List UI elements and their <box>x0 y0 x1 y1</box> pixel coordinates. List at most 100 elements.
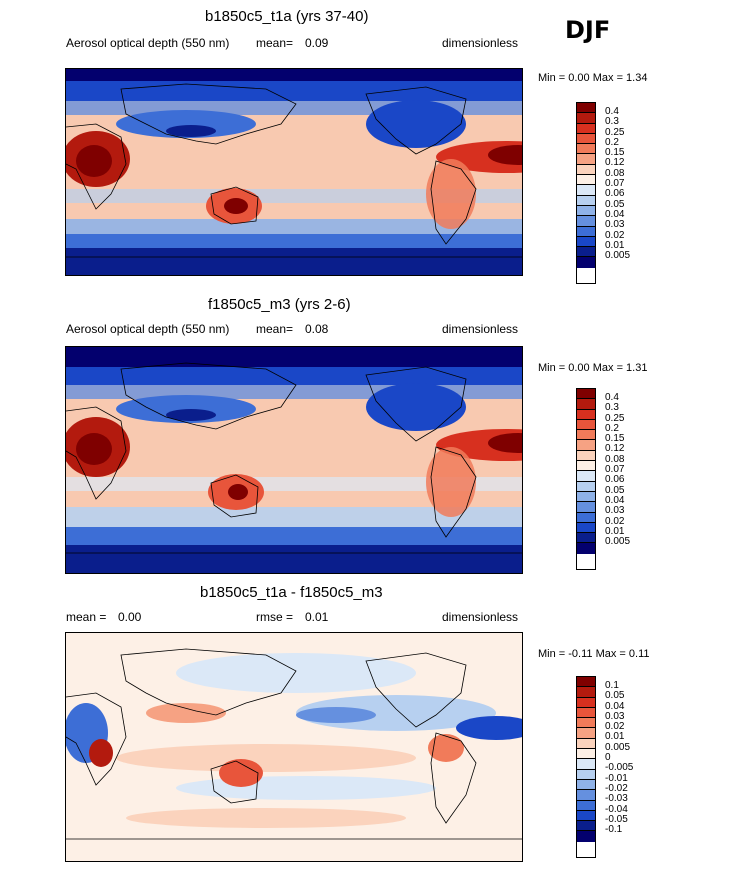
colorbar-label: 0.06 <box>605 474 625 486</box>
panel2-swatch <box>577 471 595 482</box>
colorbar-label: 0.08 <box>605 453 625 465</box>
panel2-swatch <box>577 399 595 410</box>
colorbar-label: 0.02 <box>605 721 625 733</box>
panel3-swatch <box>577 697 595 708</box>
panel2-swatch <box>577 419 595 431</box>
panel2-swatch <box>577 481 595 492</box>
panel2-mean-label: mean= <box>256 322 294 336</box>
panel1-colorbar-labels: 0.4 0.3 0.25 0.2 0.15 0.12 0.08 0.07 0.0… <box>605 106 631 262</box>
panel1-units: dimensionless <box>442 36 519 50</box>
panel3-map-svg <box>66 633 522 861</box>
season-label: DJF <box>565 16 611 44</box>
colorbar-label: 0.05 <box>605 484 625 496</box>
panel2-swatch <box>577 389 595 400</box>
panel3-swatch <box>577 707 595 719</box>
panel1-swatch <box>577 195 595 206</box>
colorbar-label: 0.25 <box>605 126 625 138</box>
colorbar-label: 0.15 <box>605 147 625 159</box>
panel1-swatch <box>577 175 595 186</box>
colorbar-label: 0.1 <box>605 680 619 691</box>
panel3-swatch <box>577 790 595 801</box>
panel3-swatch <box>577 738 595 750</box>
colorbar-label: 0.04 <box>605 208 625 220</box>
panel1-mean-value: 0.09 <box>305 36 329 50</box>
panel2-colorbar <box>576 388 596 570</box>
panel3-swatch <box>577 687 595 698</box>
colorbar-label: -0.04 <box>605 803 628 815</box>
panel3-swatch <box>577 810 595 822</box>
panel3-rmse-value: 0.01 <box>305 610 329 624</box>
panel3-swatch <box>577 800 595 811</box>
colorbar-label: 0.01 <box>605 239 625 251</box>
panel3-colorbar-labels: 0.1 0.05 0.04 0.03 0.02 0.01 0.005 0 -0.… <box>605 680 634 836</box>
panel2-swatch <box>577 409 595 420</box>
colorbar-label: 0.005 <box>605 741 631 753</box>
panel1-minmax: Min = 0.00 Max = 1.34 <box>538 72 648 84</box>
colorbar-label: 0.02 <box>605 229 625 241</box>
colorbar-label: 0.4 <box>605 392 619 403</box>
panel2-title: f1850c5_m3 (yrs 2-6) <box>208 296 351 313</box>
colorbar-label: 0.04 <box>605 494 625 506</box>
colorbar-label: -0.1 <box>605 824 623 836</box>
panel1-swatch <box>577 103 595 114</box>
panel3-swatch <box>577 677 595 688</box>
panel2-minmax: Min = 0.00 Max = 1.31 <box>538 362 648 374</box>
panel2-variable: Aerosol optical depth (550 nm) <box>66 322 230 336</box>
panel2-swatch <box>577 512 595 523</box>
colorbar-label: -0.02 <box>605 782 628 794</box>
colorbar-label: -0.005 <box>605 762 634 774</box>
colorbar-label: -0.01 <box>605 772 628 784</box>
panel1-swatch <box>577 154 595 165</box>
colorbar-label: 0.3 <box>605 116 619 128</box>
colorbar-label: 0.12 <box>605 443 625 455</box>
panel2-units: dimensionless <box>442 322 519 336</box>
colorbar-label: 0.3 <box>605 402 619 414</box>
colorbar-label: 0.4 <box>605 106 619 117</box>
panel3-swatch <box>577 779 595 791</box>
colorbar-label: 0.15 <box>605 433 625 445</box>
panel3-mean-label: mean = <box>66 610 107 624</box>
panel3-swatch <box>577 728 595 739</box>
colorbar-label: 0.2 <box>605 422 619 434</box>
panel2-map <box>65 346 523 574</box>
colorbar-label: 0.07 <box>605 464 625 476</box>
colorbar-label: 0.03 <box>605 710 625 722</box>
panel2-swatch <box>577 450 595 462</box>
panel2-swatch <box>577 430 595 441</box>
panel1-swatch <box>577 133 595 145</box>
panel2-swatch <box>577 502 595 513</box>
panel2-colorbar-labels: 0.4 0.3 0.25 0.2 0.15 0.12 0.08 0.07 0.0… <box>605 392 631 548</box>
colorbar-label: 0.03 <box>605 219 625 231</box>
colorbar-label: 0 <box>605 752 611 764</box>
panel1-swatch <box>577 164 595 176</box>
panel1-colorbar <box>576 102 596 284</box>
colorbar-label: 0.005 <box>605 536 631 548</box>
panel1-swatch <box>577 236 595 248</box>
panel2-swatch <box>577 461 595 472</box>
panel1-swatch <box>577 257 595 268</box>
colorbar-label: 0.005 <box>605 250 631 262</box>
colorbar-label: 0.05 <box>605 690 625 702</box>
colorbar-label: 0.04 <box>605 700 625 712</box>
panel1-swatch <box>577 216 595 227</box>
panel3-swatch <box>577 769 595 780</box>
panel3-rmse-label: rmse = <box>256 610 294 624</box>
panel3-swatch <box>577 718 595 729</box>
panel1-swatch <box>577 226 595 237</box>
colorbar-label: 0.07 <box>605 178 625 190</box>
panel1-swatch <box>577 144 595 155</box>
panel3-mean-value: 0.00 <box>118 610 142 624</box>
colorbar-label: 0.25 <box>605 412 625 424</box>
colorbar-label: 0.06 <box>605 188 625 200</box>
panel1-swatch <box>577 123 595 134</box>
colorbar-label: 0.03 <box>605 505 625 517</box>
colorbar-label: -0.03 <box>605 793 628 805</box>
panel1-map <box>65 68 523 276</box>
colorbar-label: 0.12 <box>605 157 625 169</box>
panel3-minmax: Min = -0.11 Max = 0.11 <box>538 648 650 660</box>
panel1-swatch <box>577 205 595 217</box>
panel1-map-svg <box>66 69 522 275</box>
colorbar-label: 0.05 <box>605 198 625 210</box>
panel3-swatch <box>577 749 595 760</box>
colorbar-label: 0.01 <box>605 525 625 537</box>
